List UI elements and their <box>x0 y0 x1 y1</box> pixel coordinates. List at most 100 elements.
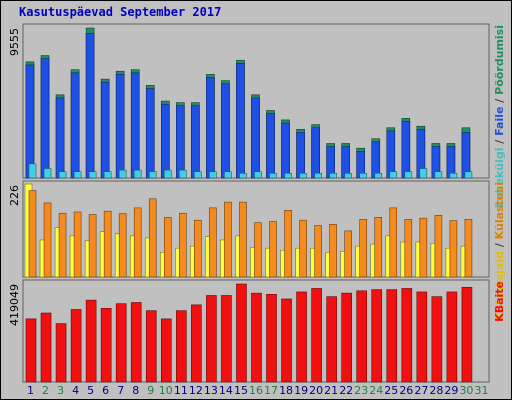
day-label-29: 29 <box>444 384 458 397</box>
bar-visits-30 <box>464 219 473 278</box>
bar-kbytes-20 <box>311 288 322 383</box>
bar-pages-18 <box>284 172 292 179</box>
day-label-9: 9 <box>147 384 154 397</box>
bar-pages-14 <box>224 171 232 179</box>
bar-pages-24 <box>374 172 383 179</box>
day-label-25: 25 <box>384 384 398 397</box>
bar-kbytes-23 <box>356 290 368 383</box>
bar-pages-16 <box>254 171 262 179</box>
day-label-1: 1 <box>27 384 34 397</box>
bar-visits-8 <box>133 207 142 278</box>
axis-label-part: Lehekülgi <box>493 148 506 208</box>
axis-label-part: / <box>493 95 506 107</box>
axis-label: Külastajaid / Külastusi <box>493 182 506 320</box>
bar-kbytes-25 <box>386 289 398 383</box>
bar-visits-16 <box>254 222 262 278</box>
day-label-7: 7 <box>117 384 124 397</box>
bar-visits-24 <box>374 217 383 278</box>
bar-kbytes-21 <box>326 296 337 383</box>
day-label-22: 22 <box>339 384 353 397</box>
bar-files-26 <box>401 121 411 179</box>
bar-pages-19 <box>299 172 307 179</box>
bar-visits-22 <box>344 230 352 278</box>
bar-kbytes-8 <box>130 302 142 383</box>
bar-pages-1 <box>28 163 37 179</box>
bar-files-9 <box>145 88 155 179</box>
bar-visits-7 <box>118 213 127 278</box>
day-label-30: 30 <box>459 384 473 397</box>
bar-pages-26 <box>404 171 413 179</box>
bar-visits-18 <box>284 210 292 278</box>
bar-pages-3 <box>58 171 67 179</box>
day-label-4: 4 <box>72 384 79 397</box>
bar-pages-4 <box>73 171 82 179</box>
bar-files-15 <box>236 63 245 179</box>
ytick-max-label: 226 <box>8 185 21 206</box>
bar-kbytes-3 <box>55 323 67 383</box>
bar-files-10 <box>160 103 170 179</box>
axis-label-part: / <box>493 136 506 148</box>
ytick-max-label: 419049 <box>8 284 21 326</box>
bar-pages-6 <box>103 171 112 179</box>
bar-kbytes-17 <box>266 294 277 383</box>
bar-files-13 <box>206 77 215 179</box>
bar-kbytes-14 <box>221 295 232 383</box>
day-label-17: 17 <box>264 384 278 397</box>
bar-visits-4 <box>73 211 82 278</box>
day-label-5: 5 <box>87 384 94 397</box>
bar-pages-21 <box>329 172 337 179</box>
day-label-12: 12 <box>189 384 203 397</box>
bar-pages-10 <box>163 169 172 179</box>
day-label-27: 27 <box>414 384 428 397</box>
bar-pages-7 <box>118 169 127 179</box>
day-label-10: 10 <box>159 384 173 397</box>
bar-kbytes-4 <box>70 309 82 383</box>
bar-kbytes-28 <box>431 296 443 383</box>
axis-label-part: Pöördumisi <box>493 25 506 95</box>
bar-files-8 <box>130 72 140 179</box>
bar-pages-2 <box>43 168 52 179</box>
bar-kbytes-18 <box>281 298 292 383</box>
bar-pages-9 <box>148 171 157 179</box>
day-label-20: 20 <box>309 384 323 397</box>
bar-kbytes-13 <box>206 295 217 383</box>
chart-title: Kasutuspäevad September 2017 <box>19 5 222 19</box>
bar-files-4 <box>70 72 80 179</box>
bar-files-30 <box>461 132 471 179</box>
bar-visits-29 <box>449 220 458 278</box>
bar-pages-8 <box>133 169 142 179</box>
bar-pages-17 <box>269 172 277 179</box>
bar-pages-27 <box>419 168 428 179</box>
bar-pages-5 <box>88 171 97 179</box>
bar-kbytes-1 <box>25 318 37 383</box>
axis-label-part: Külastusi <box>493 182 506 239</box>
bar-kbytes-19 <box>296 291 307 383</box>
day-label-6: 6 <box>102 384 109 397</box>
bar-files-14 <box>221 83 230 179</box>
bar-files-12 <box>191 105 200 179</box>
bar-kbytes-11 <box>176 310 187 383</box>
bar-kbytes-9 <box>145 310 157 383</box>
bar-files-24 <box>371 141 381 179</box>
day-label-18: 18 <box>279 384 293 397</box>
bar-files-7 <box>115 74 125 179</box>
axis-label-part: KBaite <box>493 281 506 322</box>
day-label-24: 24 <box>369 384 383 397</box>
bar-kbytes-29 <box>446 291 458 383</box>
day-label-21: 21 <box>324 384 338 397</box>
bar-files-19 <box>296 132 305 179</box>
bar-visits-25 <box>389 207 398 278</box>
day-label-26: 26 <box>399 384 413 397</box>
bar-visits-5 <box>88 214 97 278</box>
bar-visits-14 <box>224 201 232 278</box>
bar-files-17 <box>266 113 275 179</box>
day-label-15: 15 <box>234 384 248 397</box>
bar-pages-15 <box>239 172 247 179</box>
bar-visits-21 <box>329 224 337 278</box>
bar-files-1 <box>25 64 35 179</box>
bar-visits-13 <box>209 207 217 278</box>
bar-files-5 <box>85 33 95 179</box>
bar-visits-1 <box>28 190 37 278</box>
axis-label-part: Külastajaid <box>493 251 506 320</box>
